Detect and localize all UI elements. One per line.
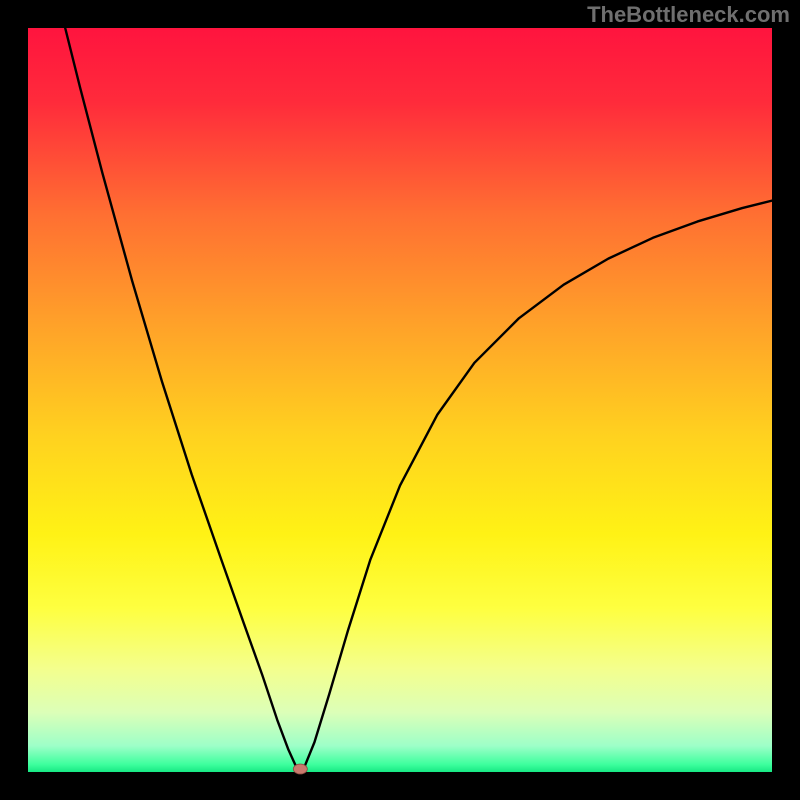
plot-area bbox=[28, 28, 772, 772]
watermark-text: TheBottleneck.com bbox=[587, 2, 790, 28]
minimum-marker bbox=[293, 764, 307, 774]
plot-svg bbox=[28, 28, 772, 772]
plot-background bbox=[28, 28, 772, 772]
chart-frame: TheBottleneck.com bbox=[0, 0, 800, 800]
